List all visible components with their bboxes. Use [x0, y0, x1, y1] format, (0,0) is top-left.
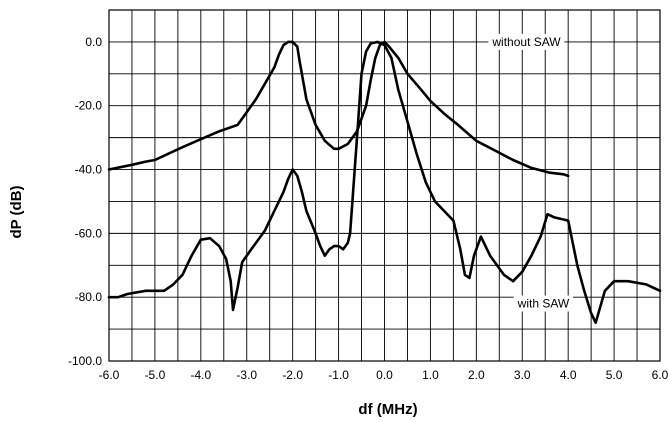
annotation-1: without SAW — [488, 33, 565, 50]
x-axis-title: df (MHz) — [358, 401, 417, 418]
x-tick-label: -1.0 — [328, 368, 349, 382]
y-tick-label: 0.0 — [85, 35, 102, 49]
y-tick-label: -80.0 — [75, 290, 103, 304]
x-tick-label: 0.0 — [376, 368, 393, 382]
annotation-label: without SAW — [491, 35, 561, 49]
x-tick-label: 4.0 — [560, 368, 577, 382]
x-tick-label: -5.0 — [145, 368, 166, 382]
y-axis-title: dP (dB) — [8, 185, 25, 238]
x-tick-label: -3.0 — [236, 368, 257, 382]
series-line-1 — [107, 40, 570, 178]
x-tick-label: 5.0 — [606, 368, 623, 382]
series-line-2 — [107, 40, 662, 325]
x-tick-label: 1.0 — [422, 368, 439, 382]
plot-frame — [108, 9, 661, 362]
annotation-label: with SAW — [517, 297, 570, 311]
annotation-2: with SAW — [513, 295, 573, 312]
y-tick-label: -100.0 — [68, 354, 102, 368]
x-tick-label: 3.0 — [514, 368, 531, 382]
y-tick-label: -20.0 — [75, 99, 103, 113]
annotation-background — [488, 33, 565, 50]
y-tick-labels: 0.0 -20.0 -40.0 -60.0 -80.0 -100.0 — [68, 35, 102, 368]
x-tick-labels: -6.0 -5.0 -4.0 -3.0 -2.0 -1.0 0.0 1.0 2.0 3.0 4.0 5… — [99, 368, 669, 382]
y-tick-label: -60.0 — [75, 226, 103, 240]
x-tick-label: 6.0 — [652, 368, 669, 382]
x-tick-label: -4.0 — [190, 368, 211, 382]
x-tick-label: -6.0 — [99, 368, 120, 382]
annotations: without SAW with SAW — [488, 33, 573, 312]
x-tick-label: -2.0 — [282, 368, 303, 382]
x-tick-label: 2.0 — [468, 368, 485, 382]
annotation-background — [513, 295, 573, 312]
series-group — [107, 40, 662, 325]
y-tick-label: -40.0 — [75, 163, 103, 177]
